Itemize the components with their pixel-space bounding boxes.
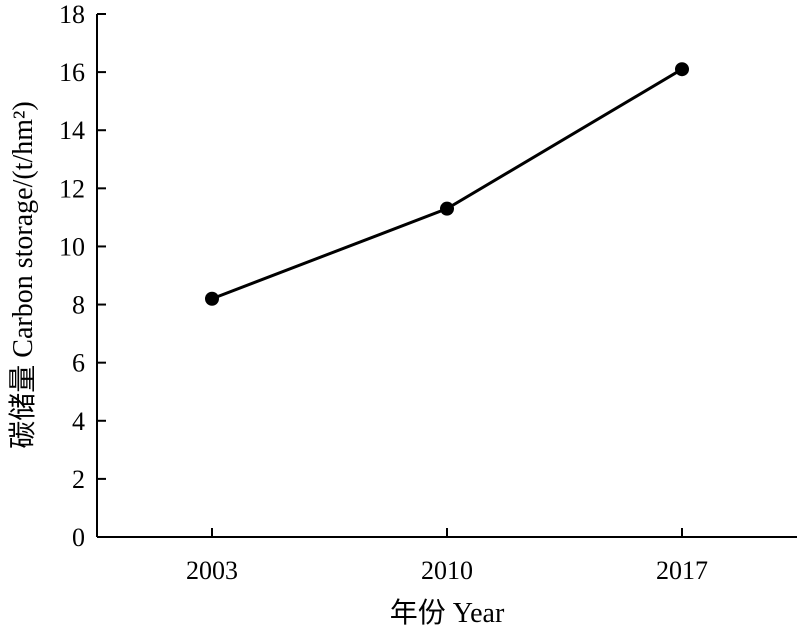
y-axis-title: 碳储量 Carbon storage/(t/hm²)	[7, 101, 39, 448]
y-tick-label: 14	[59, 116, 85, 145]
y-tick-label: 0	[72, 523, 85, 552]
data-point	[440, 201, 454, 216]
y-tick-label: 4	[72, 407, 85, 436]
y-tick-label: 6	[72, 349, 85, 378]
x-tick-label: 2010	[421, 556, 473, 585]
series-group	[205, 62, 689, 306]
y-tick-label: 16	[59, 58, 85, 87]
data-point	[205, 291, 219, 306]
data-point	[675, 62, 689, 77]
y-tick-label: 18	[59, 0, 85, 29]
x-axis-title: 年份 Year	[390, 597, 505, 629]
axes	[96, 14, 797, 538]
y-tick-label: 2	[72, 465, 85, 494]
x-tick-label: 2017	[656, 556, 708, 585]
y-axis-ticks: 0 2 4 6 8 10 12 14 16 18	[59, 0, 106, 552]
series-line	[211, 67, 683, 301]
y-tick-label: 8	[72, 291, 85, 320]
y-tick-label: 12	[59, 174, 85, 203]
y-tick-label: 10	[59, 232, 85, 261]
x-tick-label: 2003	[186, 556, 238, 585]
x-axis-ticks: 2003 2010 2017	[186, 528, 708, 585]
